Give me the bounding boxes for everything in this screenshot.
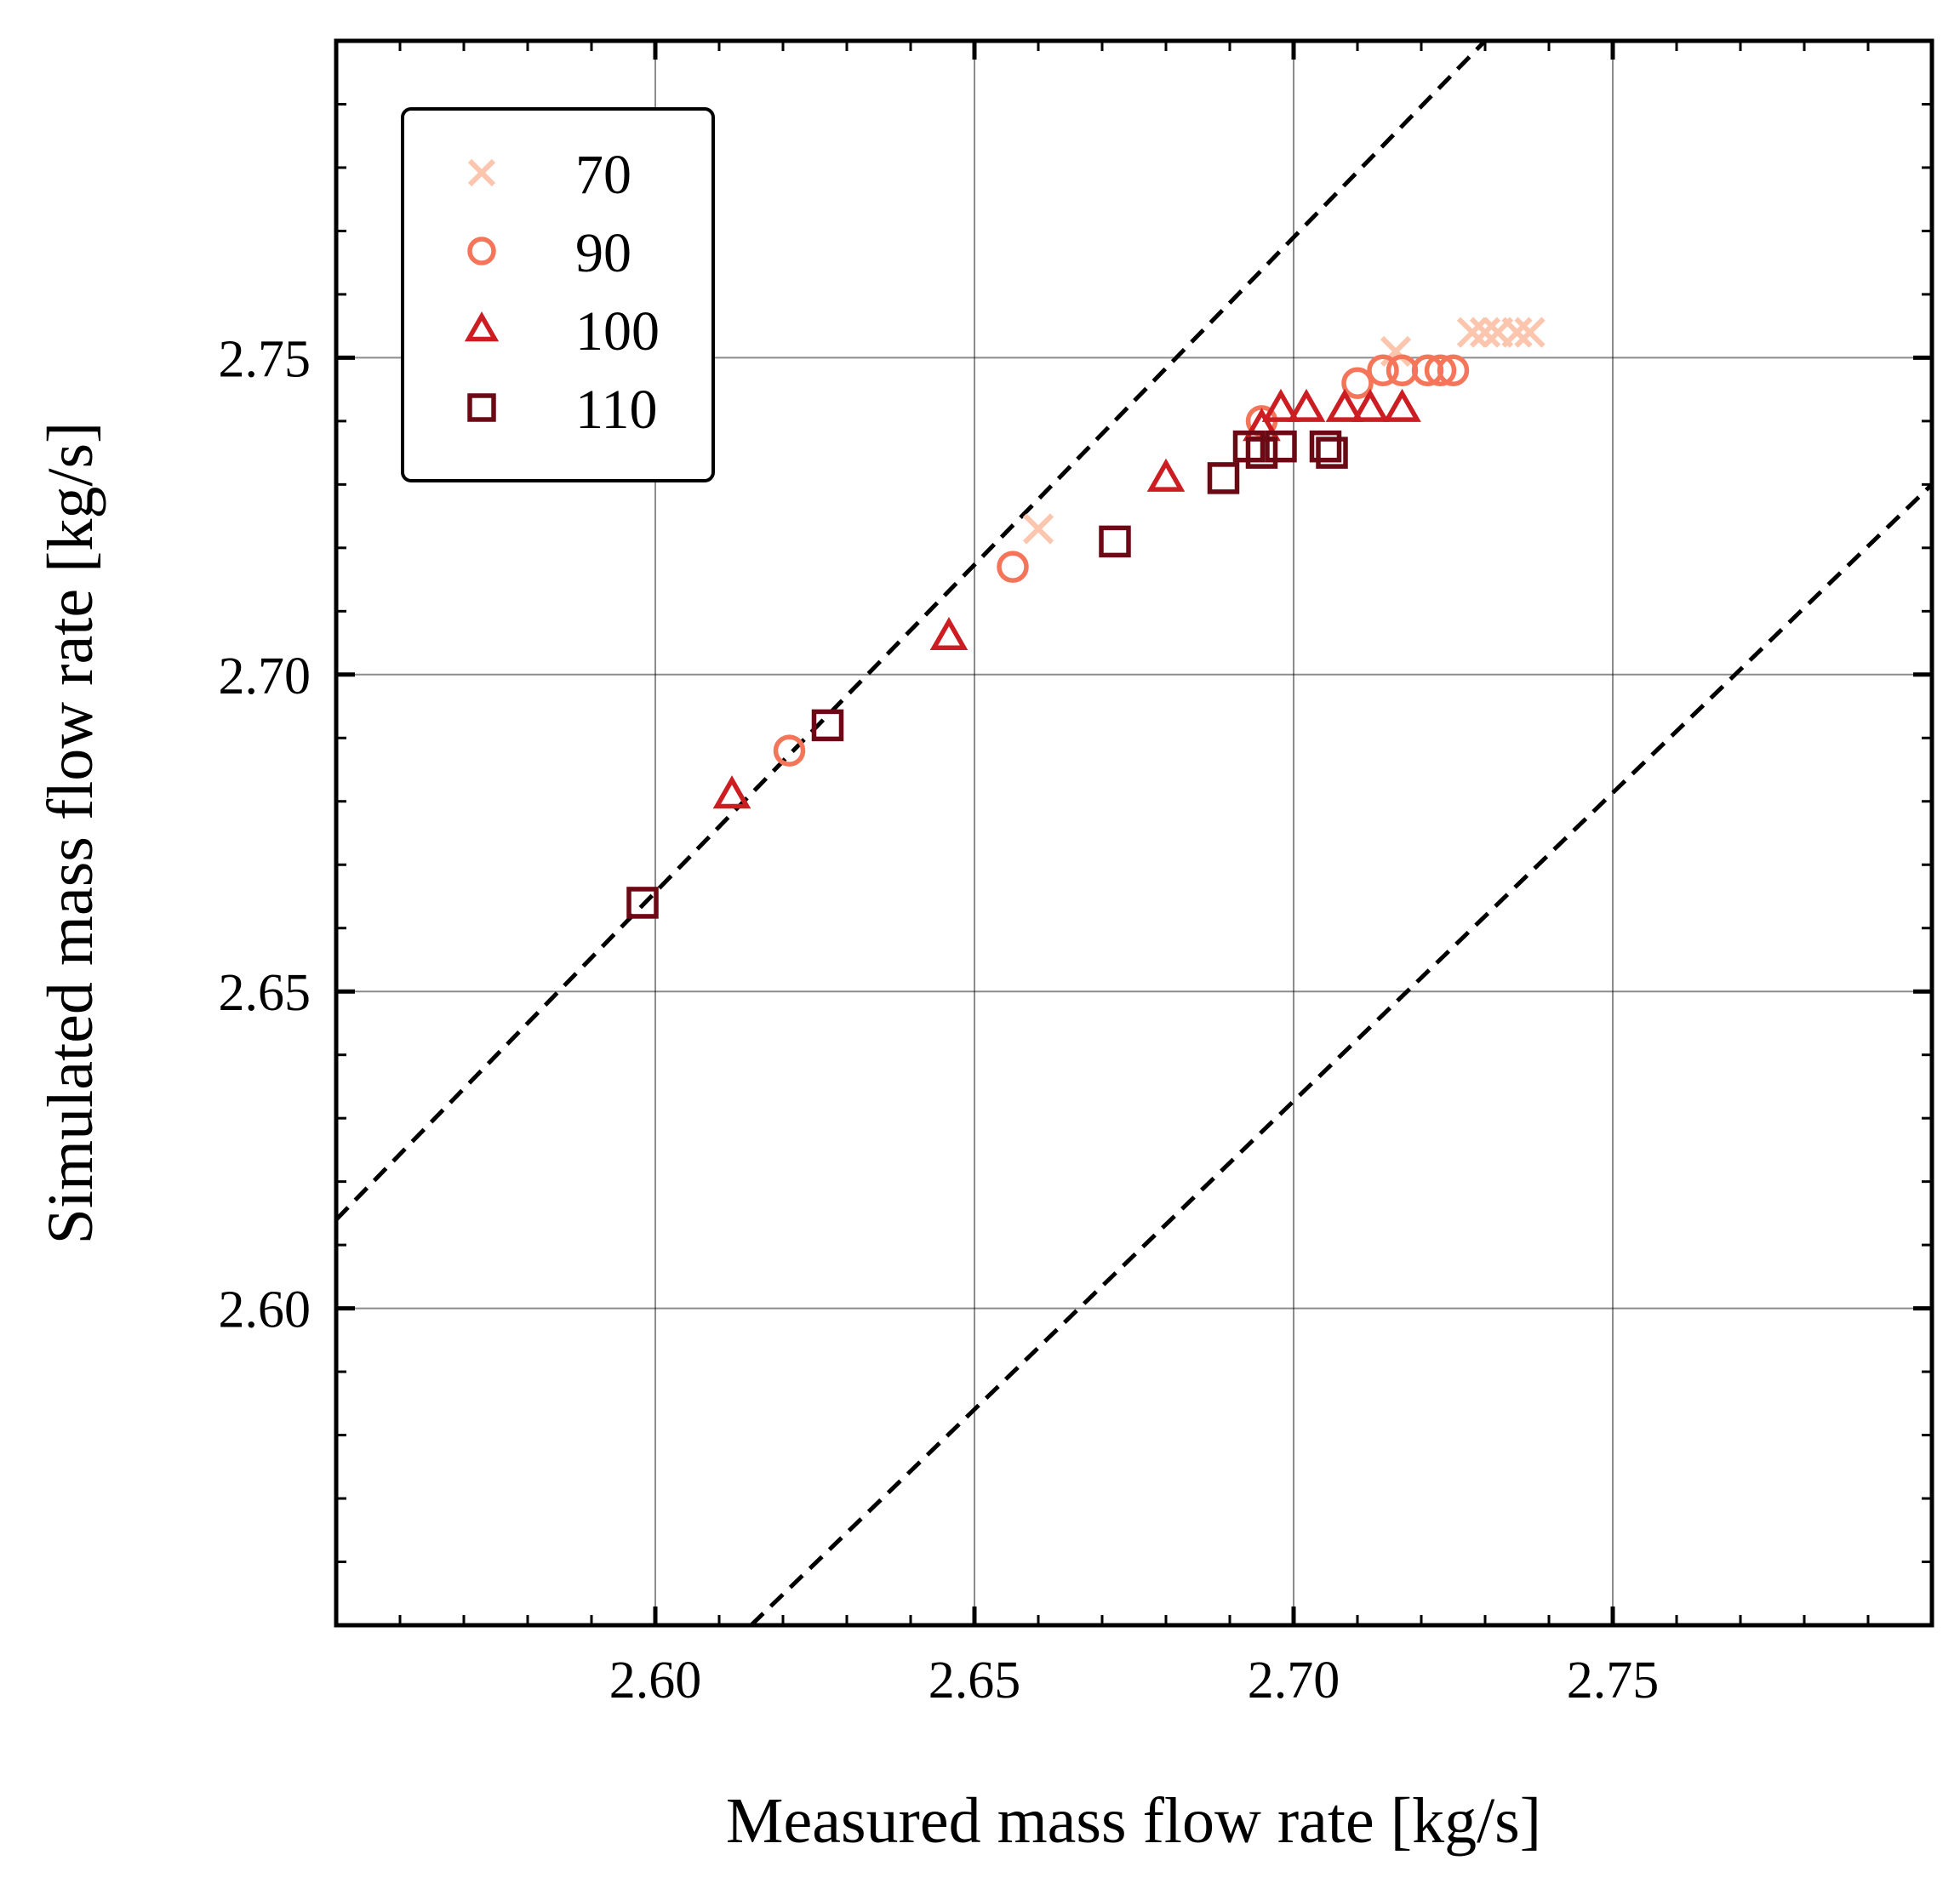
y-tick-label: 2.65	[219, 964, 311, 1022]
x-tick-label: 2.75	[1567, 1652, 1660, 1709]
y-axis-title: Simulated mass flow rate [kg/s]	[35, 422, 106, 1245]
x-tick-label: 2.65	[929, 1652, 1021, 1709]
legend: 70 90 100 110	[403, 109, 713, 481]
y-tick-label: 2.70	[219, 648, 311, 705]
y-tick-label: 2.60	[219, 1281, 311, 1339]
legend-frame	[403, 109, 713, 481]
y-tick-label: 2.75	[219, 330, 311, 388]
legend-label: 110	[575, 379, 658, 441]
x-tick-label: 2.60	[609, 1652, 702, 1709]
x-tick-label: 2.70	[1248, 1652, 1340, 1709]
legend-label: 70	[575, 144, 631, 206]
legend-label: 90	[575, 222, 631, 284]
legend-label: 100	[575, 300, 660, 362]
x-axis-title: Measured mass flow rate [kg/s]	[726, 1785, 1541, 1857]
